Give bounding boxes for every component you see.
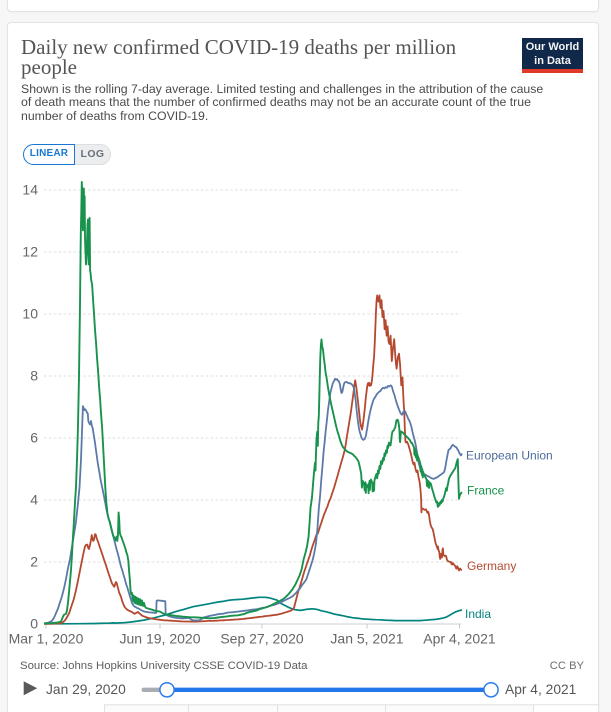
svg-text:0: 0 [30, 616, 38, 632]
svg-text:8: 8 [30, 368, 38, 384]
svg-text:European Union: European Union [466, 449, 553, 463]
svg-text:Jun 19, 2020: Jun 19, 2020 [120, 631, 201, 647]
svg-text:France: France [467, 484, 505, 498]
svg-text:4: 4 [30, 492, 38, 508]
svg-text:India: India [465, 607, 491, 621]
svg-text:Mar 1, 2020: Mar 1, 2020 [9, 631, 84, 647]
svg-text:6: 6 [30, 430, 38, 446]
svg-text:Apr 4, 2021: Apr 4, 2021 [423, 631, 496, 647]
svg-text:14: 14 [22, 182, 38, 198]
svg-text:Germany: Germany [467, 559, 516, 573]
svg-text:Jan 5, 2021: Jan 5, 2021 [330, 631, 403, 647]
svg-text:10: 10 [22, 306, 38, 322]
svg-text:12: 12 [22, 244, 38, 260]
svg-text:Sep 27, 2020: Sep 27, 2020 [220, 631, 304, 647]
svg-text:2: 2 [30, 554, 38, 570]
